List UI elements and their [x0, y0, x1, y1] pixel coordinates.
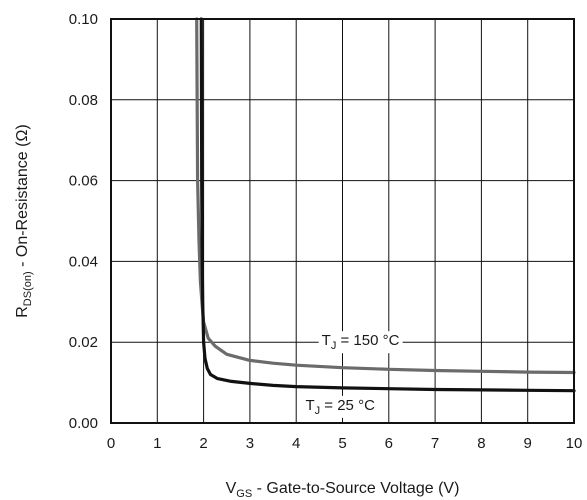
- x-tick-label: 0: [107, 435, 115, 452]
- x-tick-label: 4: [292, 435, 300, 452]
- x-tick-label: 5: [338, 435, 346, 452]
- y-tick-label: 0.04: [69, 253, 98, 270]
- y-tick-label: 0.08: [69, 92, 98, 109]
- x-tick-label: 3: [246, 435, 254, 452]
- x-axis-title-main: V: [226, 480, 237, 497]
- series-label-150c-main: T: [322, 332, 331, 349]
- y-axis-title-main: R: [14, 306, 31, 318]
- y-axis-title: RDS(on) - On-Resistance (Ω): [14, 124, 34, 318]
- series-label-25c-rest: = 25 °C: [320, 397, 375, 414]
- x-tick-label: 9: [524, 435, 532, 452]
- x-tick-label: 10: [566, 435, 583, 452]
- y-axis-title-rest: - On-Resistance (Ω): [14, 124, 31, 271]
- x-tick-label: 6: [385, 435, 393, 452]
- y-tick-label: 0.10: [69, 11, 98, 28]
- x-tick-label: 7: [431, 435, 439, 452]
- x-tick-label: 2: [199, 435, 207, 452]
- x-axis-title-rest: - Gate-to-Source Voltage (V): [252, 480, 459, 497]
- x-tick-label: 1: [153, 435, 161, 452]
- x-tick-label: 8: [477, 435, 485, 452]
- series-line-150c: [197, 19, 574, 373]
- x-axis-title: VGS - Gate-to-Source Voltage (V): [226, 480, 460, 500]
- grid: [111, 19, 574, 423]
- y-tick-labels: 0.00 0.02 0.04 0.06 0.08 0.10: [69, 11, 98, 432]
- y-tick-label: 0.00: [69, 415, 98, 432]
- series-label-150c-rest: = 150 °C: [336, 332, 399, 349]
- series-label-150c: TJ = 150 °C: [319, 331, 403, 353]
- y-tick-label: 0.02: [69, 334, 98, 351]
- y-axis-title-sub: DS(on): [22, 271, 34, 306]
- y-tick-label: 0.06: [69, 173, 98, 190]
- series-label-25c: TJ = 25 °C: [302, 396, 378, 418]
- x-axis-title-sub: GS: [236, 488, 252, 500]
- series-label-25c-main: T: [305, 397, 314, 414]
- x-tick-labels: 0 1 2 3 4 5 6 7 8 9 10: [107, 435, 583, 452]
